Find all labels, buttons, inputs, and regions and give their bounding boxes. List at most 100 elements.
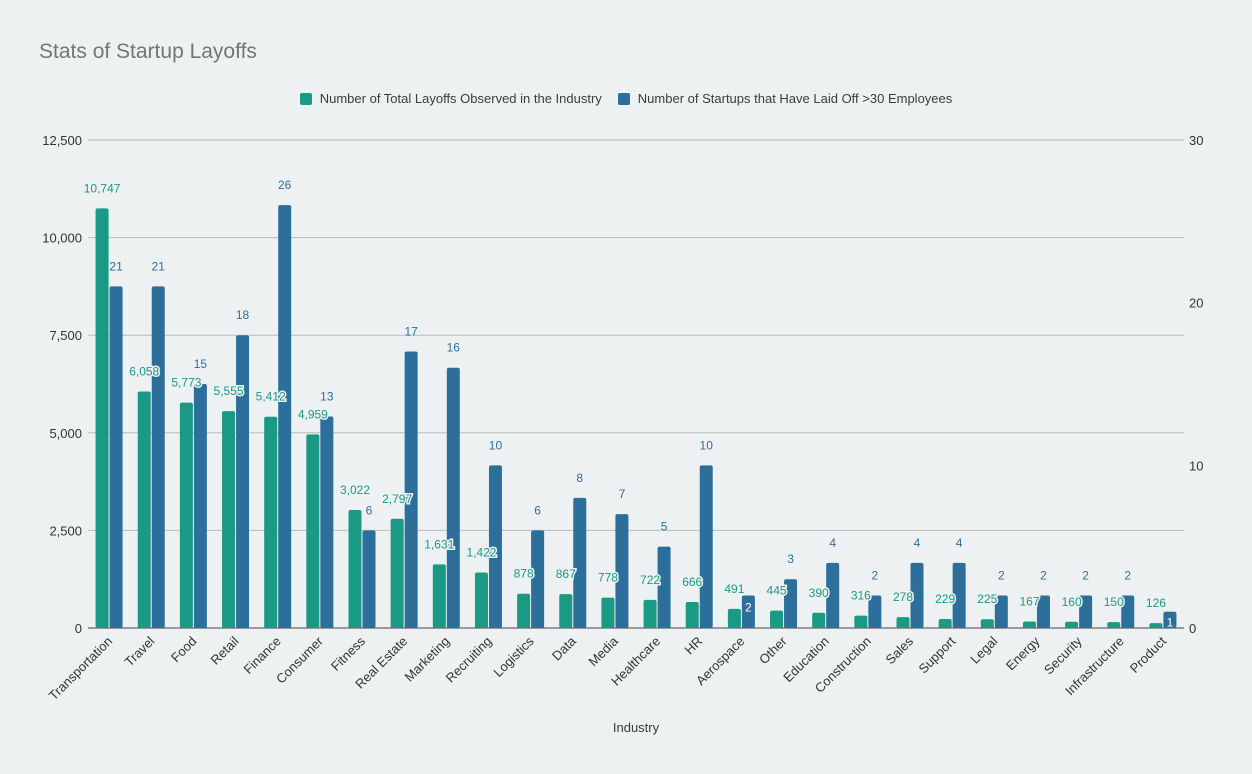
bar-layoffs (854, 615, 868, 628)
data-label-startups: 4 (914, 536, 921, 550)
data-label-layoffs: 167 (1019, 594, 1039, 608)
x-axis-title: Industry (612, 720, 660, 735)
data-label-startups: 18 (236, 308, 250, 322)
bar-layoffs (432, 564, 446, 628)
y2-tick-label: 0 (1189, 621, 1196, 636)
data-label-startups: 26 (278, 178, 292, 192)
bar-startups (826, 562, 840, 628)
data-label-startups: 6 (366, 503, 373, 517)
data-label-layoffs: 316 (851, 589, 871, 603)
bar-layoffs (685, 601, 699, 628)
data-label-layoffs: 278 (893, 590, 913, 604)
x-tick-label: HR (681, 634, 705, 658)
legend-item-layoffs[interactable]: Number of Total Layoffs Observed in the … (299, 91, 602, 106)
bar-startups (994, 595, 1008, 628)
data-label-layoffs: 445 (767, 584, 787, 598)
bar-layoffs (601, 597, 615, 628)
y2-tick-label: 20 (1189, 296, 1203, 311)
y2-tick-label: 10 (1189, 458, 1203, 473)
bar-layoffs (179, 402, 193, 628)
bar-layoffs (727, 608, 741, 628)
bar-layoffs (137, 391, 151, 628)
bar-startups (573, 497, 587, 628)
x-tick-label: Retail (208, 633, 242, 667)
data-label-startups: 17 (404, 324, 418, 338)
y2-tick-label: 30 (1189, 133, 1203, 148)
x-tick-label: Other (756, 633, 790, 667)
x-tick-label: Legal (967, 633, 1000, 666)
bar-startups (1079, 595, 1093, 628)
bar-startups (109, 286, 123, 628)
data-label-layoffs: 126 (1146, 596, 1166, 610)
bar-startups (741, 595, 755, 628)
data-label-startups: 2 (998, 568, 1005, 582)
y-tick-label: 7,500 (49, 328, 82, 343)
bar-layoffs (1107, 622, 1121, 628)
y-tick-label: 12,500 (42, 133, 82, 148)
bar-layoffs (1065, 621, 1079, 628)
data-label-startups: 2 (872, 568, 879, 582)
x-tick-label: Travel (122, 633, 158, 669)
legend-label-startups: Number of Startups that Have Laid Off >3… (637, 91, 953, 106)
x-tick-label: Support (915, 633, 958, 676)
x-tick-label: Consumer (273, 633, 326, 686)
x-tick-label: Recruiting (443, 634, 495, 686)
bar-layoffs (222, 411, 236, 628)
data-label-startups: 21 (109, 259, 123, 273)
data-label-startups: 4 (829, 536, 836, 550)
x-tick-label: Food (168, 634, 200, 666)
bar-layoffs (1022, 621, 1036, 628)
legend: Number of Total Layoffs Observed in the … (0, 91, 1252, 106)
data-label-startups: 2 (1124, 568, 1131, 582)
bar-startups (320, 416, 334, 628)
bar-startups (193, 384, 207, 628)
data-label-startups: 15 (194, 357, 208, 371)
data-label-startups: 21 (152, 259, 166, 273)
bar-layoffs (306, 434, 320, 628)
bar-startups (1121, 595, 1135, 628)
bar-layoffs (517, 593, 531, 628)
x-tick-label: Data (549, 633, 580, 664)
data-label-startups: 6 (534, 503, 541, 517)
x-tick-label: Logistics (490, 633, 537, 680)
x-tick-label: Product (1127, 633, 1170, 676)
bar-startups (531, 530, 545, 628)
legend-swatch-startups (617, 92, 630, 105)
legend-label-layoffs: Number of Total Layoffs Observed in the … (319, 91, 602, 106)
data-label-startups: 10 (489, 438, 503, 452)
bar-layoffs (896, 617, 910, 628)
data-label-layoffs: 5,773 (171, 376, 201, 390)
data-label-startups: 7 (619, 487, 626, 501)
legend-swatch-layoffs (299, 92, 312, 105)
data-label-startups: 13 (320, 390, 334, 404)
bar-startups (151, 286, 165, 628)
bar-startups (615, 514, 629, 628)
bar-layoffs (348, 510, 362, 628)
data-label-layoffs: 160 (1062, 595, 1082, 609)
bar-startups (910, 562, 924, 628)
bar-startups (868, 595, 882, 628)
bar-layoffs (95, 208, 109, 628)
bar-startups (699, 465, 713, 628)
bar-startups (784, 579, 798, 628)
data-label-layoffs: 150 (1104, 595, 1124, 609)
bar-startups (362, 530, 376, 628)
chart-title: Stats of Startup Layoffs (39, 40, 257, 63)
bar-startups (952, 562, 966, 628)
data-label-startups: 3 (787, 552, 794, 566)
x-tick-label: Transportation (46, 634, 116, 704)
bar-layoffs (770, 610, 784, 628)
x-tick-label: Sales (883, 633, 917, 667)
bar-layoffs (980, 619, 994, 628)
data-label-layoffs: 4,959 (298, 407, 328, 421)
bar-startups (446, 367, 460, 628)
bar-startups (1036, 595, 1050, 628)
legend-item-startups[interactable]: Number of Startups that Have Laid Off >3… (617, 91, 953, 106)
data-label-layoffs: 778 (598, 571, 618, 585)
bar-layoffs (812, 612, 826, 628)
data-label-layoffs: 390 (809, 586, 829, 600)
bar-startups (278, 205, 292, 629)
bar-startups (236, 335, 250, 628)
